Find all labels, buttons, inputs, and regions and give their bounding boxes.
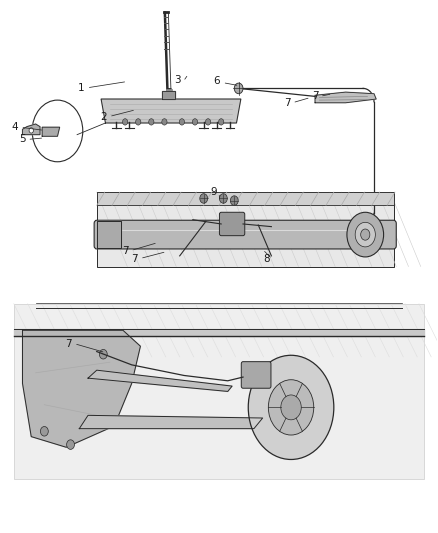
Polygon shape: [162, 91, 175, 99]
Text: 7: 7: [312, 91, 318, 101]
Circle shape: [149, 119, 154, 125]
Polygon shape: [88, 370, 232, 391]
Circle shape: [347, 212, 384, 257]
Polygon shape: [79, 415, 263, 429]
Polygon shape: [101, 99, 241, 123]
Polygon shape: [315, 92, 376, 103]
Bar: [97, 192, 394, 205]
Circle shape: [40, 426, 48, 436]
Circle shape: [179, 119, 184, 125]
FancyBboxPatch shape: [94, 220, 396, 249]
Text: 8: 8: [264, 254, 270, 264]
Bar: [97, 192, 394, 266]
Text: 4: 4: [12, 122, 18, 132]
Circle shape: [67, 440, 74, 449]
Circle shape: [123, 119, 128, 125]
Polygon shape: [14, 329, 424, 336]
Circle shape: [99, 350, 107, 359]
Text: 7: 7: [65, 338, 72, 349]
Polygon shape: [22, 330, 141, 447]
FancyBboxPatch shape: [219, 212, 245, 236]
Circle shape: [219, 119, 224, 125]
Text: 7: 7: [131, 254, 138, 263]
Circle shape: [192, 119, 198, 125]
Text: 6: 6: [213, 77, 220, 86]
Polygon shape: [22, 124, 40, 135]
Circle shape: [230, 196, 238, 205]
Circle shape: [268, 379, 314, 435]
Text: 3: 3: [174, 76, 181, 85]
Text: 2: 2: [100, 111, 106, 122]
Bar: [14, 304, 424, 479]
Circle shape: [281, 395, 301, 420]
Text: 7: 7: [122, 246, 128, 255]
Polygon shape: [97, 221, 121, 248]
Text: 1: 1: [78, 83, 85, 93]
Circle shape: [219, 193, 227, 203]
Text: 7: 7: [284, 98, 290, 108]
Circle shape: [200, 193, 208, 203]
Circle shape: [360, 229, 370, 240]
Polygon shape: [42, 127, 60, 136]
Text: 9: 9: [210, 187, 217, 197]
Circle shape: [29, 128, 33, 133]
Circle shape: [162, 119, 167, 125]
Text: 5: 5: [19, 134, 25, 144]
Circle shape: [234, 83, 243, 94]
Circle shape: [355, 222, 375, 247]
Circle shape: [205, 119, 211, 125]
Circle shape: [248, 356, 334, 459]
FancyBboxPatch shape: [241, 362, 271, 388]
Circle shape: [136, 119, 141, 125]
